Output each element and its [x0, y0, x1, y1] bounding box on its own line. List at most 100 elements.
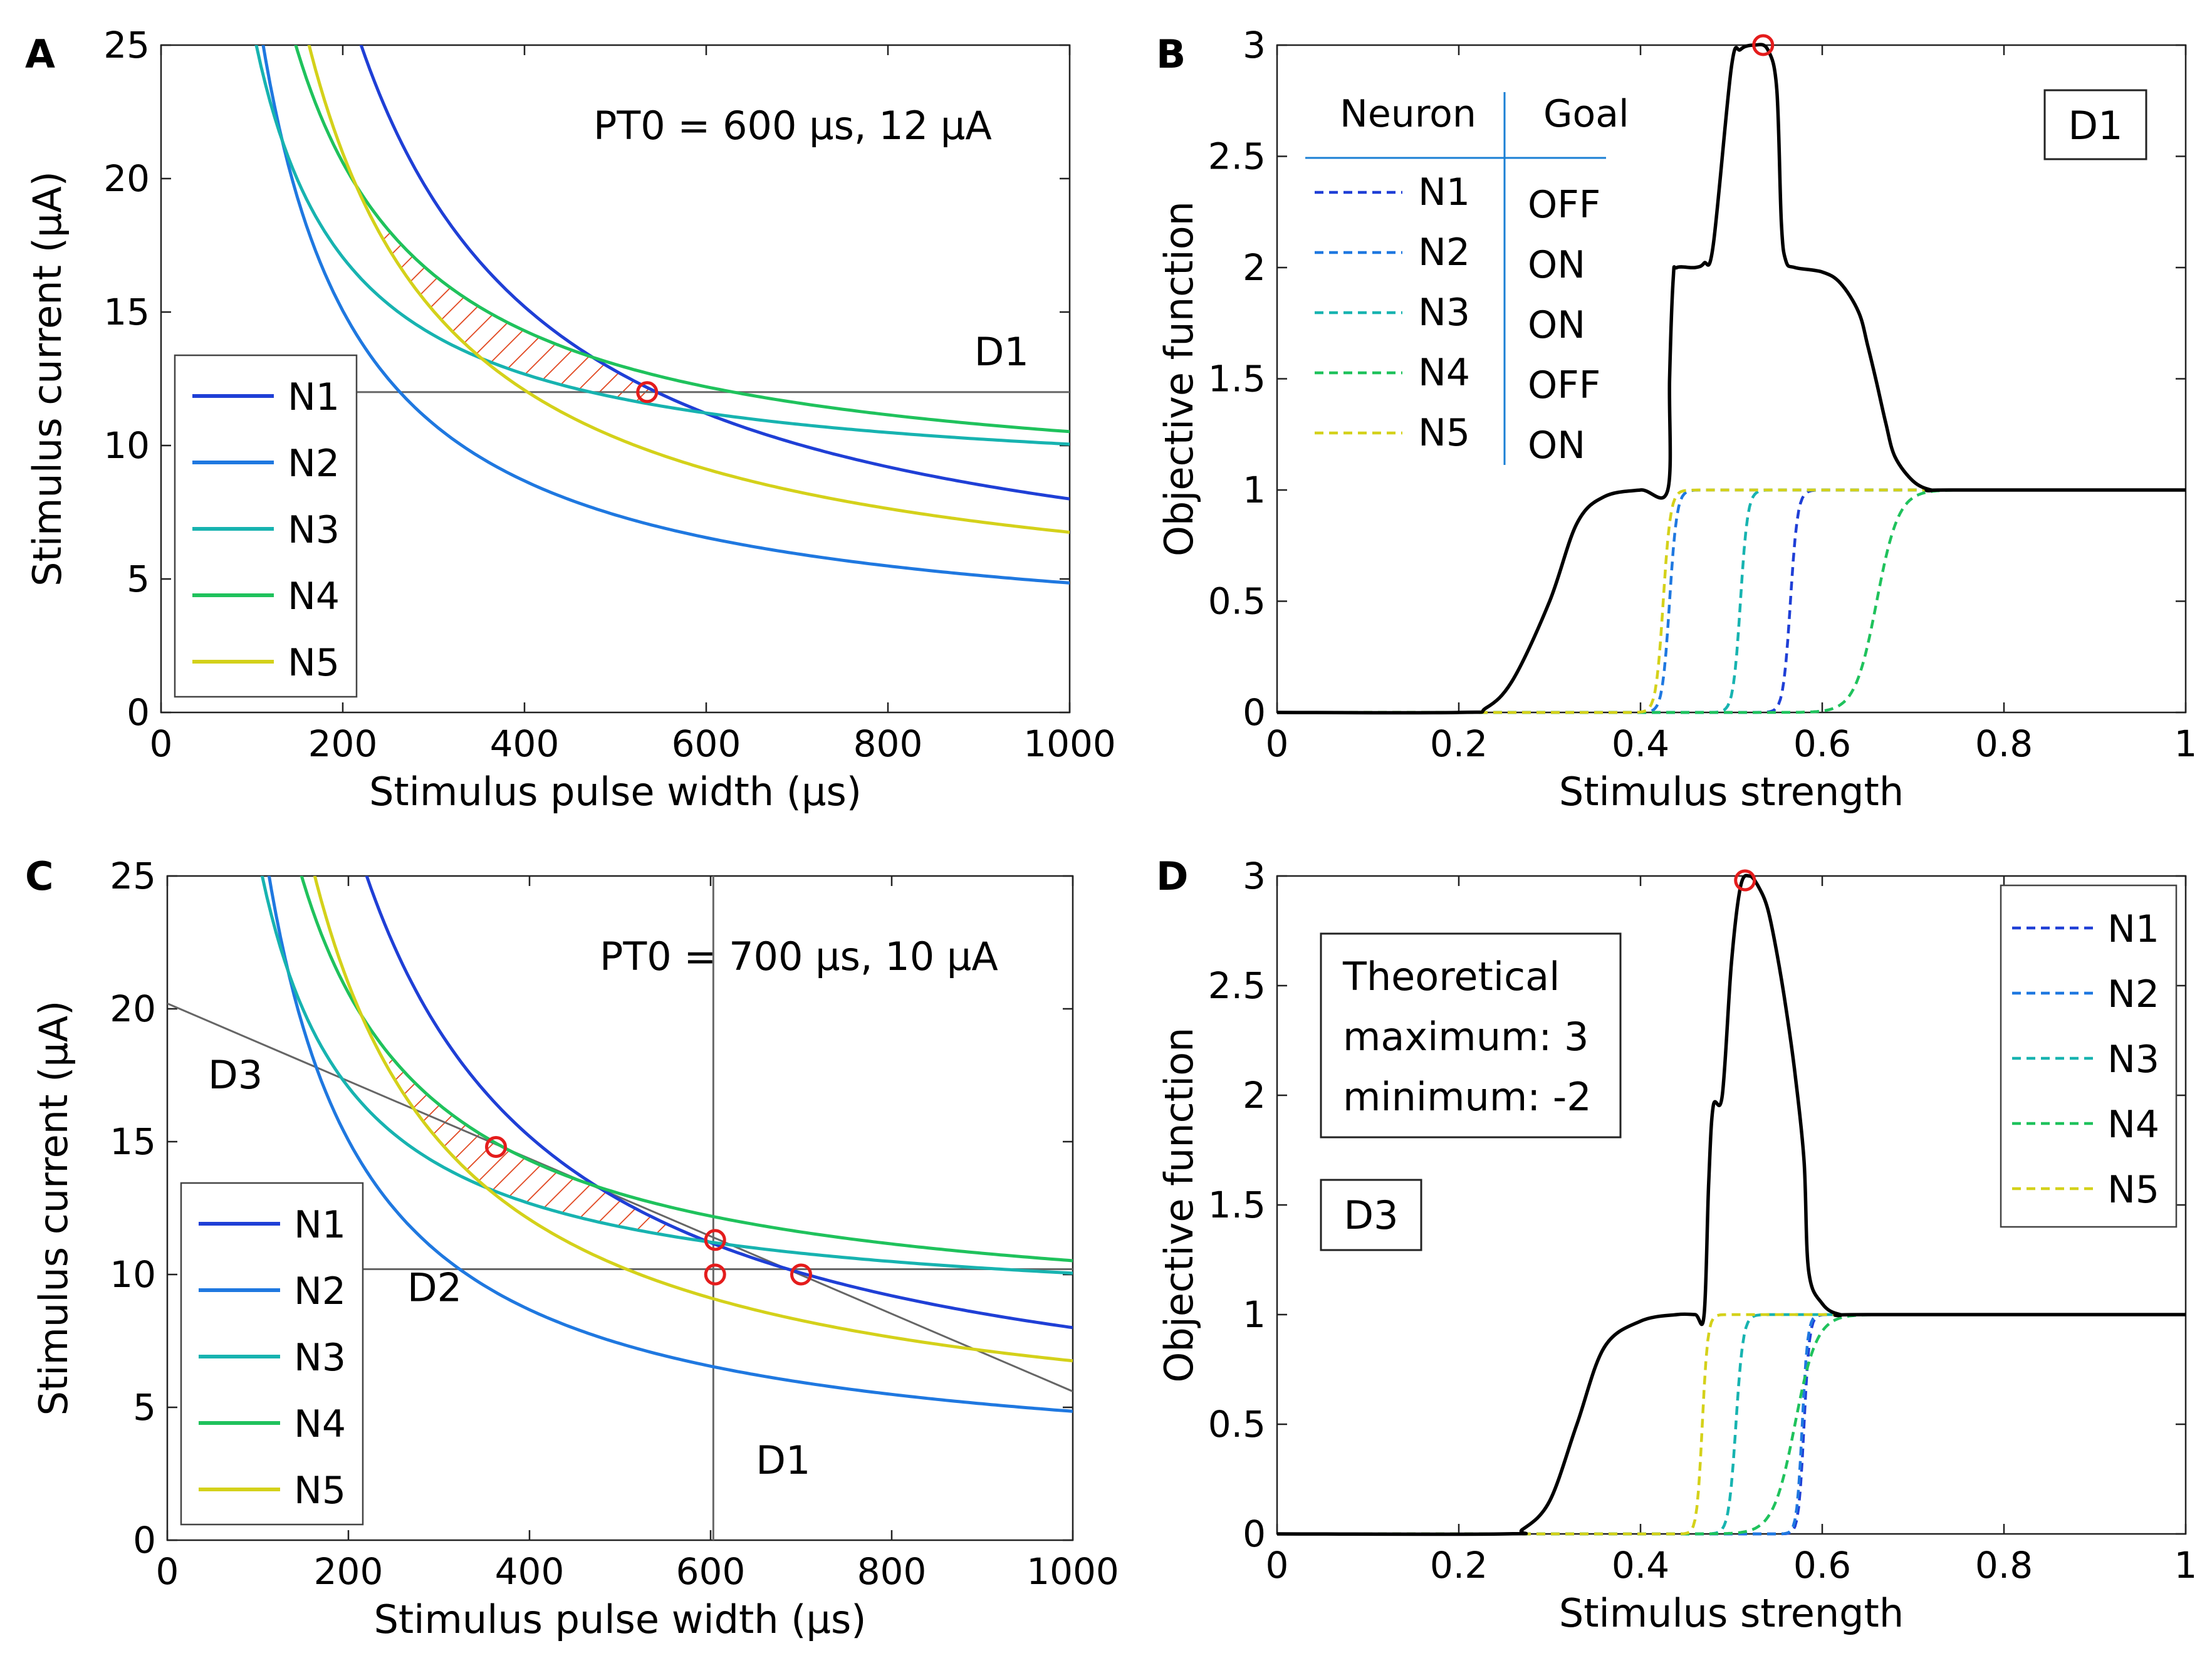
legend-label-n1: N1 — [288, 375, 340, 419]
neuron-activation-n4 — [1277, 490, 2186, 712]
x-tick-label: 0 — [156, 1550, 179, 1593]
legend-label-n3: N3 — [294, 1336, 346, 1380]
legend: N1 N2 N3 N4 N5 — [2001, 885, 2176, 1227]
x-tick-label: 1000 — [1026, 1550, 1119, 1593]
panel-b: B 0 0.2 0.4 0.6 0.8 1 0 0.5 1 1.5 2 2.5 3 Stimulus st… — [1156, 24, 2197, 815]
neuron-activation-n5 — [1277, 490, 2186, 712]
neuron-activation-n3 — [1277, 1315, 2186, 1534]
legend-neuron-n3: N3 — [1418, 291, 1470, 335]
legend-label-n4: N4 — [294, 1402, 346, 1446]
x-tick-label: 400 — [495, 1550, 565, 1593]
y-tick-label: 5 — [127, 558, 150, 600]
legend-label-n2: N2 — [294, 1269, 346, 1313]
neuron-activation-n5 — [1277, 1315, 2186, 1534]
reference-line-label: D2 — [407, 1264, 462, 1310]
legend: N1 N2 N3 N4 N5 — [175, 355, 357, 697]
panel-label-a: A — [25, 31, 55, 77]
panel-label-b: B — [1156, 31, 1186, 77]
y-tick-label: 2.5 — [1208, 964, 1266, 1007]
y-tick-label: 3 — [1243, 855, 1266, 897]
x-tick-label: 0.2 — [1430, 722, 1488, 765]
y-tick-label: 1.5 — [1208, 1184, 1266, 1226]
x-tick-label: 0 — [150, 722, 173, 765]
x-axis-title: Stimulus pulse width (µs) — [369, 769, 862, 815]
x-tick-label: 0 — [1266, 1544, 1289, 1587]
y-tick-label: 0 — [1243, 1513, 1266, 1555]
x-tick-label: 1000 — [1023, 722, 1116, 765]
panel-c: C 0 200 400 600 800 1000 0 5 10 15 20 25 Stimulus pu… — [25, 845, 1119, 1642]
neuron-activation-n3 — [1277, 490, 2186, 712]
optimum-marker — [706, 1231, 724, 1249]
legend-label-n3: N3 — [2107, 1038, 2159, 1082]
y-tick-label: 5 — [133, 1386, 156, 1429]
x-tick-label: 1 — [2174, 722, 2198, 765]
panel-label-c: C — [25, 853, 54, 899]
y-tick-label: 25 — [110, 855, 156, 897]
reference-line-label: D1 — [974, 329, 1029, 375]
legend-header-neuron: Neuron — [1340, 92, 1476, 136]
x-tick-label: 1 — [2174, 1544, 2198, 1587]
neuron-activation-n1 — [1277, 490, 2186, 712]
legend-label-n4: N4 — [2107, 1103, 2159, 1147]
figure: A 0 200 400 600 800 10000510152025Stimulus pu… — [0, 0, 2212, 1668]
panel-a-axes: 0 200 400 600 800 10000510152025Stimulus puls… — [24, 14, 1116, 815]
legend-neuron-n2: N2 — [1418, 231, 1470, 274]
pt0-annotation: PT0 = 700 µs, 10 µA — [600, 934, 998, 979]
y-tick-label: 20 — [110, 988, 156, 1030]
legend-label-n1: N1 — [2107, 907, 2159, 951]
legend-table: Neuron GoalN1 OFFN2 ONN3 ONN4 OFFN5 ON — [1305, 92, 1629, 467]
x-tick-label: 0.6 — [1793, 722, 1851, 765]
x-tick-label: 600 — [676, 1550, 746, 1593]
y-axis-title: Stimulus current (µA) — [24, 171, 70, 586]
legend: N1 N2 N3 N4 N5 — [181, 1183, 363, 1525]
y-tick-label: 2 — [1243, 246, 1266, 289]
legend-goal-n2: ON — [1528, 243, 1585, 287]
legend-label-n5: N5 — [2107, 1168, 2159, 1212]
box-label: D1 — [2068, 103, 2122, 149]
y-tick-label: 20 — [103, 157, 150, 200]
legend-goal-n3: ON — [1528, 303, 1585, 347]
reference-line-label: D3 — [208, 1052, 263, 1098]
pt0-annotation: PT0 = 600 µs, 12 µA — [593, 103, 992, 149]
legend-label-n2: N2 — [288, 442, 340, 486]
panel-c-axes: 0 200 400 600 800 10000510152025Stimulus puls… — [31, 845, 1119, 1642]
note-line: minimum: -2 — [1343, 1074, 1592, 1120]
neuron-activation-n2 — [1277, 490, 2186, 712]
panel-b-axes: 0 0.2 0.4 0.6 0.8 1 0 0.5 1 1.5 2 2.5 3 Stimulus stre… — [1156, 24, 2197, 815]
y-axis-title: Stimulus current (µA) — [31, 1001, 76, 1416]
y-tick-label: 1 — [1243, 1293, 1266, 1336]
neuron-activation-n1 — [1277, 1315, 2186, 1534]
panel-d: D 0 0.2 0.4 0.6 0.8 100.511.522.53Stimulus st… — [1156, 853, 2197, 1636]
x-tick-label: 800 — [857, 1550, 927, 1593]
y-tick-label: 15 — [110, 1120, 156, 1163]
feasible-region-hatch — [383, 224, 656, 405]
y-tick-label: 0 — [1243, 691, 1266, 734]
x-tick-label: 0 — [1266, 722, 1289, 765]
y-tick-label: 0.5 — [1208, 580, 1266, 623]
legend-label-n4: N4 — [288, 575, 340, 618]
optimum-marker — [706, 1265, 724, 1284]
x-tick-label: 400 — [490, 722, 560, 765]
x-tick-label: 200 — [308, 722, 378, 765]
reference-line-label: D1 — [756, 1437, 810, 1483]
y-tick-label: 2 — [1243, 1074, 1266, 1117]
legend-goal-n1: OFF — [1528, 183, 1600, 227]
legend-label-n5: N5 — [294, 1469, 346, 1513]
feasible-region-hatch — [389, 1055, 672, 1236]
y-tick-label: 0 — [133, 1519, 156, 1561]
maximum-marker — [1736, 871, 1755, 890]
legend-goal-n5: ON — [1528, 424, 1585, 467]
panel-d-axes: 0 0.2 0.4 0.6 0.8 1 0 0.5 1 1.5 2 2.5 3 Stimulus stre… — [1156, 855, 2197, 1636]
x-tick-label: 0.4 — [1612, 722, 1669, 765]
legend-neuron-n5: N5 — [1418, 411, 1470, 455]
y-tick-label: 0 — [127, 691, 150, 734]
neuron-activation-n2 — [1277, 1315, 2186, 1534]
panel-a: A 0 200 400 600 800 1000 0 5 10 15 20 25 Stimulus pu… — [24, 14, 1116, 815]
legend-neuron-n4: N4 — [1418, 351, 1470, 395]
y-tick-label: 15 — [103, 291, 150, 333]
y-tick-label: 1.5 — [1208, 358, 1266, 400]
legend-label-n2: N2 — [2107, 972, 2159, 1016]
x-tick-label: 0.8 — [1975, 1544, 2033, 1587]
y-tick-label: 2.5 — [1208, 135, 1266, 178]
note-line: maximum: 3 — [1343, 1014, 1589, 1060]
